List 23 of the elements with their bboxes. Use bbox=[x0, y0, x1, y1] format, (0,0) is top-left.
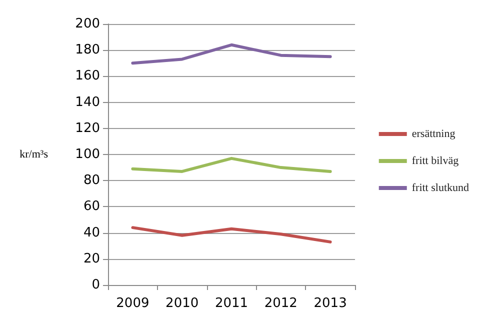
legend-label: fritt bilväg bbox=[412, 155, 460, 167]
y-tick-label: 100 bbox=[75, 147, 100, 162]
y-tick-label: 40 bbox=[83, 225, 100, 240]
x-tick-label: 2011 bbox=[214, 296, 248, 311]
line-series bbox=[131, 43, 332, 65]
x-tick-label: 2010 bbox=[166, 296, 199, 311]
y-tick-label: 120 bbox=[75, 120, 100, 136]
y-tick-label: 60 bbox=[83, 199, 100, 214]
y-tick-label: 200 bbox=[75, 16, 100, 32]
y-tick-label: 80 bbox=[83, 173, 100, 188]
y-tick-label: 160 bbox=[75, 68, 100, 84]
y-tick-label: 180 bbox=[75, 42, 100, 58]
line-series bbox=[131, 156, 332, 173]
x-tick-label: 2013 bbox=[314, 296, 347, 311]
legend-label: ersättning bbox=[412, 128, 456, 140]
legend-label: fritt slutkund bbox=[412, 182, 470, 194]
y-axis-title: kr/m³s bbox=[20, 148, 48, 160]
y-tick-label: 140 bbox=[75, 94, 100, 110]
y-tick-label: 0 bbox=[92, 278, 100, 292]
y-tick-label: 20 bbox=[83, 251, 100, 266]
x-tick-label: 2009 bbox=[116, 296, 150, 311]
line-series bbox=[131, 226, 332, 244]
x-tick-label: 2012 bbox=[264, 296, 298, 311]
